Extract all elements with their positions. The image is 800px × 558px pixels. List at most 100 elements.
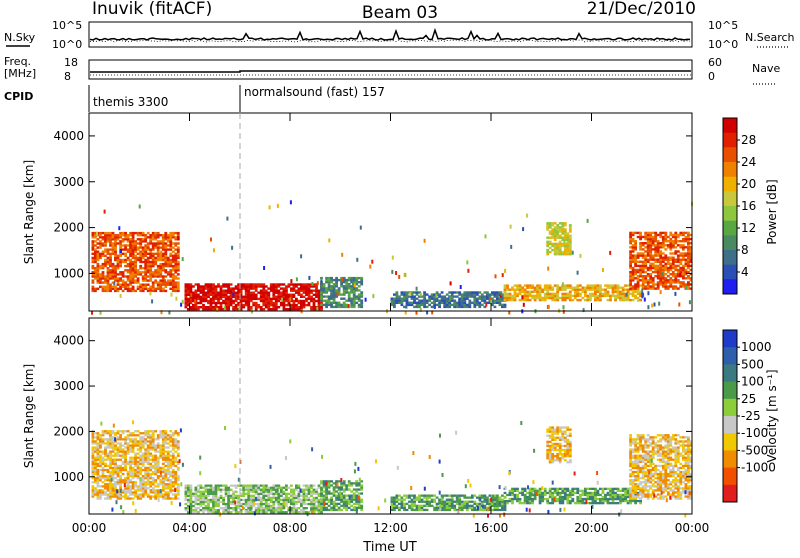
range-cell — [272, 294, 275, 296]
range-cell — [303, 304, 306, 306]
range-cell — [486, 497, 489, 499]
range-cell — [489, 495, 492, 497]
range-cell — [157, 438, 160, 440]
range-cell — [413, 497, 416, 499]
range-cell — [677, 254, 680, 256]
range-cell — [423, 291, 426, 293]
range-cell — [343, 293, 346, 295]
range-cell — [659, 271, 662, 273]
range-cell — [154, 232, 157, 234]
range-cell — [177, 453, 180, 455]
range-cell — [589, 284, 592, 286]
range-cell — [330, 497, 333, 499]
range-cell — [569, 299, 572, 301]
range-cell — [360, 499, 363, 501]
range-cell — [594, 293, 597, 295]
range-cell — [114, 269, 117, 271]
range-cell — [119, 246, 122, 248]
range-cell — [569, 224, 572, 226]
range-cell — [210, 507, 213, 509]
range-cell — [97, 446, 100, 448]
range-cell — [446, 507, 449, 509]
range-cell — [112, 467, 115, 469]
range-cell — [348, 291, 351, 293]
range-cell — [134, 275, 137, 277]
y-tick-label: 2000 — [53, 221, 84, 235]
range-cell — [463, 495, 466, 497]
range-cell — [129, 275, 132, 277]
range-cell — [139, 273, 142, 275]
range-cell — [499, 505, 502, 507]
range-cell — [612, 284, 615, 286]
range-cell — [499, 497, 502, 499]
range-cell — [255, 304, 258, 306]
range-cell — [494, 507, 497, 509]
range-cell — [152, 275, 155, 277]
range-cell — [112, 263, 115, 265]
range-cell — [534, 295, 537, 297]
range-cell — [589, 287, 592, 289]
range-cell — [396, 501, 399, 503]
range-cell — [416, 507, 419, 509]
range-cell — [250, 505, 253, 507]
range-cell — [200, 497, 203, 499]
range-cell — [627, 297, 630, 299]
range-cell — [114, 495, 117, 497]
range-cell — [441, 295, 444, 297]
range-cell — [546, 245, 549, 247]
range-cell — [159, 432, 162, 434]
range-cell — [147, 288, 150, 290]
range-cell — [303, 495, 306, 497]
scatter-cell — [149, 291, 151, 295]
range-cell — [97, 251, 100, 253]
range-cell — [599, 299, 602, 301]
range-cell — [446, 298, 449, 300]
range-cell — [657, 277, 660, 279]
range-cell — [127, 269, 130, 271]
range-cell — [177, 257, 180, 259]
range-cell — [112, 487, 115, 489]
range-cell — [318, 493, 321, 495]
range-cell — [685, 254, 688, 256]
range-cell — [114, 240, 117, 242]
range-cell — [149, 436, 152, 438]
range-cell — [642, 277, 645, 279]
range-cell — [652, 271, 655, 273]
range-cell — [117, 436, 120, 438]
range-cell — [205, 298, 208, 300]
range-cell — [519, 500, 522, 502]
range-cell — [142, 438, 145, 440]
range-cell — [154, 430, 157, 432]
range-cell — [109, 284, 112, 286]
colorbar-cell — [723, 147, 737, 162]
range-cell — [267, 505, 270, 507]
range-cell — [129, 259, 132, 261]
range-cell — [109, 463, 112, 465]
range-cell — [177, 263, 180, 265]
range-cell — [664, 267, 667, 269]
range-cell — [172, 442, 175, 444]
range-cell — [303, 489, 306, 491]
range-cell — [531, 498, 534, 500]
range-cell — [159, 275, 162, 277]
range-cell — [159, 267, 162, 269]
range-cell — [360, 484, 363, 486]
range-cell — [174, 267, 177, 269]
range-cell — [310, 507, 313, 509]
range-cell — [232, 300, 235, 302]
range-cell — [438, 293, 441, 295]
range-cell — [94, 493, 97, 495]
range-cell — [566, 297, 569, 299]
range-cell — [682, 281, 685, 283]
range-cell — [137, 286, 140, 288]
range-cell — [154, 473, 157, 475]
range-cell — [92, 471, 95, 473]
range-cell — [443, 505, 446, 507]
range-cell — [159, 444, 162, 446]
range-cell — [104, 259, 107, 261]
range-cell — [456, 497, 459, 499]
range-cell — [99, 457, 102, 459]
range-cell — [524, 490, 527, 492]
range-cell — [144, 493, 147, 495]
range-cell — [360, 492, 363, 494]
